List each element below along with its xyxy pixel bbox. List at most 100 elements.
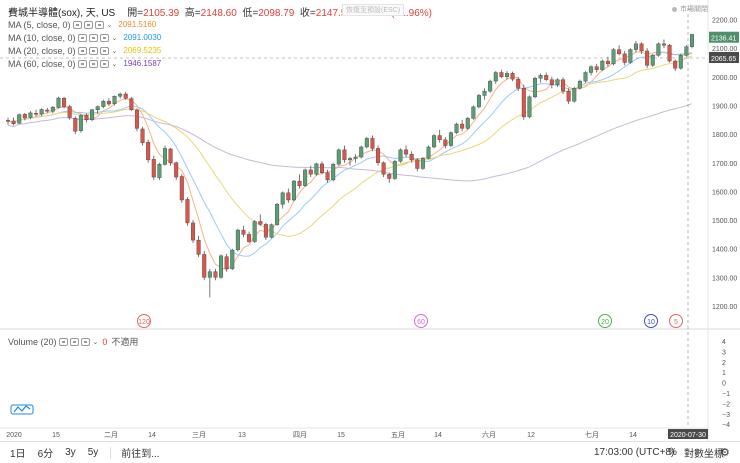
settings-icon[interactable] <box>83 20 93 29</box>
price-tick-label: 2000.00 <box>712 75 737 82</box>
reset-hint[interactable]: 恢復至預設(ESC) <box>342 4 405 16</box>
goto-button[interactable]: 前往到... <box>121 449 160 460</box>
chevron-down-icon[interactable]: ⌄ <box>92 338 99 346</box>
chevron-down-icon[interactable]: ⌄ <box>111 34 118 42</box>
candle-body <box>34 112 39 115</box>
candle-body <box>5 120 10 122</box>
period-badge-label: 60 <box>417 319 425 326</box>
settings-icon[interactable] <box>88 33 98 42</box>
volume-legend: Volume (20) ⌄ 0 不適用 <box>8 335 138 348</box>
time-tick-label: 14 <box>434 432 442 439</box>
candle-body <box>280 192 285 205</box>
candle-body <box>538 75 543 79</box>
price-tick-label: 1400.00 <box>712 247 737 254</box>
time-tick-label: 2020 <box>6 432 22 439</box>
gear-icon[interactable]: ⚙ <box>720 447 730 459</box>
candle-body <box>504 73 509 77</box>
close-icon[interactable] <box>94 20 104 29</box>
price-tick-label: 1500.00 <box>712 218 737 225</box>
eye-icon[interactable] <box>72 20 82 29</box>
time-tick-label: 六月 <box>482 430 496 439</box>
ma-label[interactable]: MA (60, close, 0) <box>8 58 76 69</box>
eye-icon[interactable] <box>77 59 87 68</box>
moving-average-line <box>7 103 693 182</box>
cursor-date-bg <box>668 429 708 439</box>
period-badge-label: 5 <box>674 319 678 326</box>
volume-tick-label: 0 <box>722 381 726 388</box>
chevron-down-icon[interactable]: ⌄ <box>111 47 118 55</box>
candle-body <box>314 163 319 175</box>
eye-icon[interactable] <box>77 46 87 55</box>
range-3y[interactable]: 3y <box>65 447 76 458</box>
candle-body <box>415 159 420 169</box>
candle-body <box>566 90 571 102</box>
eye-icon[interactable] <box>77 33 87 42</box>
candle-body <box>633 43 638 50</box>
ma-legend-row: MA (10, close, 0) ⌄ 2091.0030 <box>8 31 432 44</box>
candle-body <box>297 180 302 186</box>
volume-tick-label: −1 <box>722 391 730 398</box>
volume-tick-label: −2 <box>722 401 730 408</box>
ma-label[interactable]: MA (20, close, 0) <box>8 45 76 56</box>
candle-body <box>381 162 386 175</box>
close-icon[interactable] <box>80 337 90 346</box>
time-tick-label: 15 <box>337 432 345 439</box>
candle-body <box>179 176 184 201</box>
volume-label[interactable]: Volume (20) <box>8 336 57 347</box>
log-scale-toggle[interactable]: 對數坐標 <box>684 449 724 460</box>
settings-icon[interactable] <box>69 337 79 346</box>
ma-label[interactable]: MA (5, close, 0) <box>8 19 71 30</box>
time-tick-label: 14 <box>148 432 156 439</box>
percent-toggle[interactable]: % <box>668 447 677 458</box>
candle-body <box>639 43 644 52</box>
ma-legend-row: MA (5, close, 0) ⌄ 2091.5160 <box>8 18 432 31</box>
symbol-title[interactable]: 費城半導體(sox), 天, US <box>8 7 116 19</box>
settings-icon[interactable] <box>88 59 98 68</box>
range-6m[interactable]: 6分 <box>37 449 54 460</box>
candle-body <box>510 73 515 80</box>
candle-body <box>56 97 61 108</box>
candle-body <box>471 106 476 119</box>
crosshair-price-tag: 2065.65 <box>711 56 736 63</box>
tradingview-logo[interactable] <box>10 402 38 416</box>
candle-body <box>202 254 207 278</box>
candle-body <box>650 55 655 66</box>
candle-body <box>577 80 582 89</box>
candle-body <box>11 120 16 124</box>
candle-body <box>544 75 549 80</box>
candle-body <box>219 255 224 278</box>
clock-display[interactable]: 17:03:00 (UTC+8) <box>594 447 675 458</box>
candle-body <box>90 109 95 120</box>
time-tick-label: 四月 <box>293 431 307 439</box>
settings-icon[interactable] <box>88 46 98 55</box>
period-badge-label: 10 <box>647 319 655 326</box>
close-icon[interactable] <box>99 33 109 42</box>
time-tick-label: 13 <box>238 432 246 439</box>
candle-body <box>628 49 633 63</box>
ma-label[interactable]: MA (10, close, 0) <box>8 32 76 43</box>
candle-body <box>50 106 55 112</box>
candle-body <box>123 93 128 99</box>
candle-body <box>678 55 683 69</box>
candle-body <box>600 60 605 70</box>
chevron-down-icon[interactable]: ⌄ <box>111 60 118 68</box>
chevron-down-icon[interactable]: ⌄ <box>106 21 113 29</box>
volume-tick-label: 1 <box>722 370 726 377</box>
candle-body <box>583 72 588 82</box>
last-price-tag-bg <box>709 31 739 43</box>
volume-tick-label: −4 <box>722 422 730 429</box>
close-icon[interactable] <box>99 59 109 68</box>
eye-icon[interactable] <box>58 337 68 346</box>
price-tick-label: 1900.00 <box>712 103 737 110</box>
candle-body <box>146 141 151 161</box>
candle-body <box>426 146 431 159</box>
candle-body <box>387 174 392 179</box>
candle-body <box>667 45 672 62</box>
range-1d[interactable]: 1日 <box>10 449 26 460</box>
volume-na: 不適用 <box>111 337 139 347</box>
close-icon[interactable] <box>99 46 109 55</box>
range-5y[interactable]: 5y <box>87 447 99 458</box>
candle-body <box>605 60 610 65</box>
candle-body <box>185 199 190 224</box>
